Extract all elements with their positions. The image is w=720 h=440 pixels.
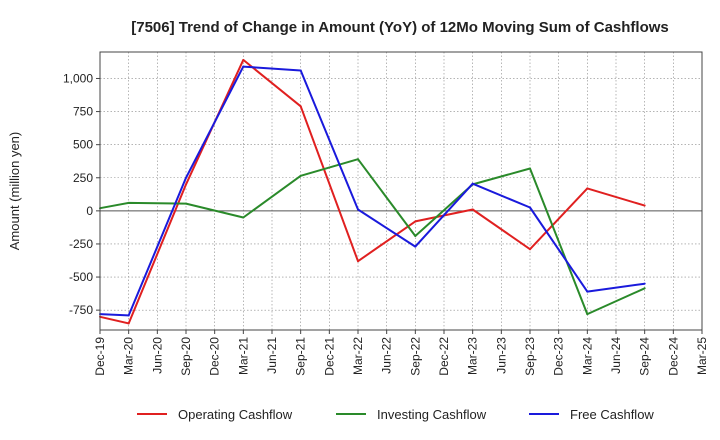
y-axis-ticks: -750 -500 -250 0 250 500 750 1,000 <box>63 71 100 317</box>
data-point-investing-cashflow <box>127 201 130 204</box>
data-point-operating-cashflow <box>242 58 245 61</box>
legend-label-investing-cashflow: Investing Cashflow <box>377 407 487 422</box>
x-tick-label: Dec-24 <box>666 337 680 376</box>
data-point-free-cashflow <box>185 176 187 179</box>
x-tick-label: Mar-21 <box>236 337 250 375</box>
y-tick-label: 500 <box>73 138 93 152</box>
data-point-free-cashflow <box>357 208 359 211</box>
data-point-operating-cashflow <box>643 204 646 207</box>
legend: Operating Cashflow Investing Cashflow Free… <box>137 407 654 422</box>
data-point-free-cashflow <box>529 206 531 209</box>
series-line-operating-cashflow <box>99 58 645 325</box>
x-tick-label: Sep-21 <box>294 337 308 376</box>
series-line-free-cashflow <box>99 65 645 317</box>
x-tick-label: Jun-23 <box>494 337 508 374</box>
data-point-investing-cashflow <box>643 287 646 290</box>
data-point-investing-cashflow <box>242 216 245 219</box>
x-tick-label: Dec-20 <box>208 337 222 376</box>
x-tick-label: Sep-23 <box>523 337 537 376</box>
data-point-investing-cashflow <box>185 202 187 205</box>
x-tick-label: Mar-22 <box>351 337 365 375</box>
data-point-free-cashflow <box>242 65 245 68</box>
y-tick-label: 0 <box>86 204 93 218</box>
x-tick-label: Dec-23 <box>552 337 566 376</box>
data-point-free-cashflow <box>127 314 130 317</box>
x-tick-label: Jun-22 <box>380 337 394 374</box>
data-point-investing-cashflow <box>299 174 302 177</box>
x-tick-label: Dec-22 <box>437 337 451 376</box>
x-tick-label: Sep-24 <box>638 337 652 376</box>
x-tick-label: Mar-23 <box>466 337 480 375</box>
data-point-operating-cashflow <box>529 248 531 251</box>
x-tick-label: Sep-20 <box>179 337 193 376</box>
y-axis-label: Amount (million yen) <box>7 132 22 251</box>
data-point-operating-cashflow <box>357 260 359 263</box>
data-point-investing-cashflow <box>586 313 589 316</box>
legend-label-operating-cashflow: Operating Cashflow <box>178 407 293 422</box>
data-point-investing-cashflow <box>414 235 417 238</box>
data-point-operating-cashflow <box>414 220 417 223</box>
plot-frame <box>99 51 703 331</box>
data-point-free-cashflow <box>643 282 646 285</box>
grid <box>99 52 703 330</box>
y-tick-label: 1,000 <box>63 71 93 85</box>
legend-label-free-cashflow: Free Cashflow <box>570 407 654 422</box>
series-line-investing-cashflow <box>99 158 646 316</box>
x-tick-label: Mar-24 <box>580 337 594 375</box>
y-tick-label: -500 <box>69 270 93 284</box>
data-point-free-cashflow <box>586 290 589 293</box>
x-tick-label: Jun-21 <box>265 337 279 374</box>
x-axis-ticks: Dec-19 Mar-20 Jun-20 Sep-20 Dec-20 Mar-21 Jun-… <box>93 330 709 376</box>
data-point-free-cashflow <box>414 245 417 248</box>
data-point-free-cashflow <box>471 182 474 185</box>
data-point-investing-cashflow <box>357 158 359 161</box>
data-point-operating-cashflow <box>299 105 302 108</box>
data-point-free-cashflow <box>299 69 302 72</box>
x-tick-label: Dec-19 <box>93 337 107 376</box>
x-tick-label: Jun-20 <box>150 337 164 374</box>
data-point-operating-cashflow <box>471 208 474 211</box>
series-lines <box>99 58 646 325</box>
y-tick-label: 250 <box>73 171 93 185</box>
chart-title: [7506] Trend of Change in Amount (YoY) o… <box>131 19 669 36</box>
x-tick-label: Mar-25 <box>695 337 709 375</box>
x-tick-label: Jun-24 <box>609 337 623 374</box>
data-point-operating-cashflow <box>127 322 130 325</box>
data-point-operating-cashflow <box>185 183 187 186</box>
x-tick-label: Mar-20 <box>122 337 136 375</box>
data-point-investing-cashflow <box>529 167 531 170</box>
y-tick-label: -250 <box>69 237 93 251</box>
x-tick-label: Sep-22 <box>408 337 422 376</box>
data-point-operating-cashflow <box>586 187 589 190</box>
x-tick-label: Dec-21 <box>322 337 336 376</box>
y-tick-label: -750 <box>69 303 93 317</box>
y-tick-label: 750 <box>73 105 93 119</box>
